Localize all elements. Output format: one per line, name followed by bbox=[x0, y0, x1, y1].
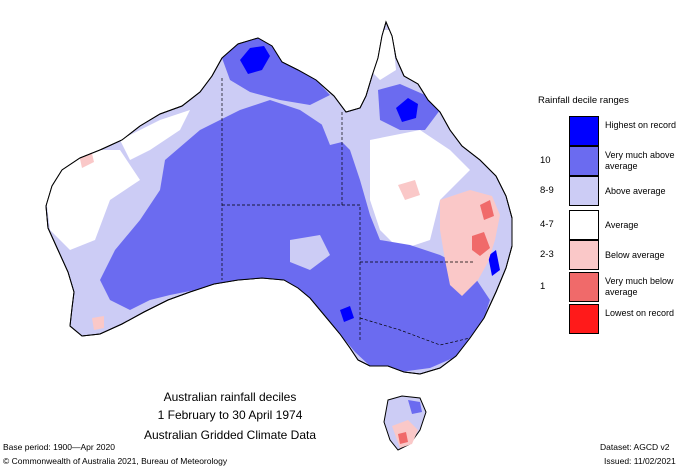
dataset-label: Dataset: AGCD v2 bbox=[600, 442, 670, 452]
region-above-patch-2 bbox=[320, 118, 350, 145]
legend-label: Very much above average bbox=[605, 150, 675, 171]
legend-range: 10 bbox=[540, 155, 551, 166]
legend-item-highest: Highest on record bbox=[540, 116, 680, 146]
base-period: Base period: 1900—Apr 2020 bbox=[3, 442, 115, 452]
region-below-southwest bbox=[92, 316, 104, 330]
legend-swatch bbox=[569, 304, 599, 334]
legend-swatch bbox=[569, 146, 599, 176]
legend-range: 2-3 bbox=[540, 249, 554, 260]
legend-item-above: 8-9 Above average bbox=[540, 176, 680, 206]
legend-swatch bbox=[569, 272, 599, 302]
legend-label: Very much below average bbox=[605, 276, 674, 297]
legend-item-average: 4-7 Average bbox=[540, 210, 680, 240]
legend-item-below: 2-3 Below average bbox=[540, 240, 680, 270]
legend-swatch bbox=[569, 240, 599, 270]
map-title-line-3: Australian Gridded Climate Data bbox=[143, 428, 317, 442]
legend-item-lowest: Lowest on record bbox=[540, 304, 680, 334]
legend-label: Below average bbox=[605, 250, 665, 260]
region-below-qld-1 bbox=[398, 180, 420, 200]
tasmania-very-much-above bbox=[408, 400, 422, 414]
region-average-northwest bbox=[120, 110, 190, 160]
legend-swatch bbox=[569, 210, 599, 240]
region-highest-east bbox=[488, 250, 500, 276]
legend-label: Highest on record bbox=[605, 120, 677, 130]
region-average-east bbox=[370, 130, 470, 250]
legend-label: Average bbox=[605, 220, 639, 230]
map-title-line-1: Australian rainfall deciles bbox=[163, 390, 297, 404]
legend-range: 1 bbox=[540, 281, 546, 292]
region-very-much-below-east bbox=[472, 232, 490, 256]
region-highest-gulf bbox=[396, 98, 418, 122]
issued-date: Issued: 11/02/2021 bbox=[604, 456, 676, 466]
border-nsw-vic bbox=[359, 317, 471, 346]
legend-label: Above average bbox=[605, 186, 666, 196]
region-above-patch-1 bbox=[290, 235, 330, 270]
region-highest-north bbox=[240, 46, 270, 74]
copyright: © Commonwealth of Australia 2021, Bureau… bbox=[3, 456, 228, 466]
mainland-coastline bbox=[45, 20, 513, 375]
legend-item-very-much-above: 10 Very much above average bbox=[540, 146, 680, 176]
region-very-much-above-central bbox=[100, 100, 490, 372]
tasmania-very-much-below bbox=[398, 432, 408, 444]
legend-title: Rainfall decile ranges bbox=[538, 95, 629, 106]
legend-swatch bbox=[569, 176, 599, 206]
legend-range: 4-7 bbox=[540, 219, 554, 230]
legend-swatch bbox=[569, 116, 599, 146]
region-average-west bbox=[46, 150, 140, 250]
region-highest-south bbox=[340, 306, 354, 322]
legend-label: Lowest on record bbox=[605, 308, 675, 318]
map-title-line-2: 1 February to 30 April 1974 bbox=[157, 408, 303, 422]
legend-range: 8-9 bbox=[540, 185, 554, 196]
region-very-much-below-east-2 bbox=[480, 200, 494, 220]
legend-item-very-much-below: 1 Very much below average bbox=[540, 272, 680, 302]
